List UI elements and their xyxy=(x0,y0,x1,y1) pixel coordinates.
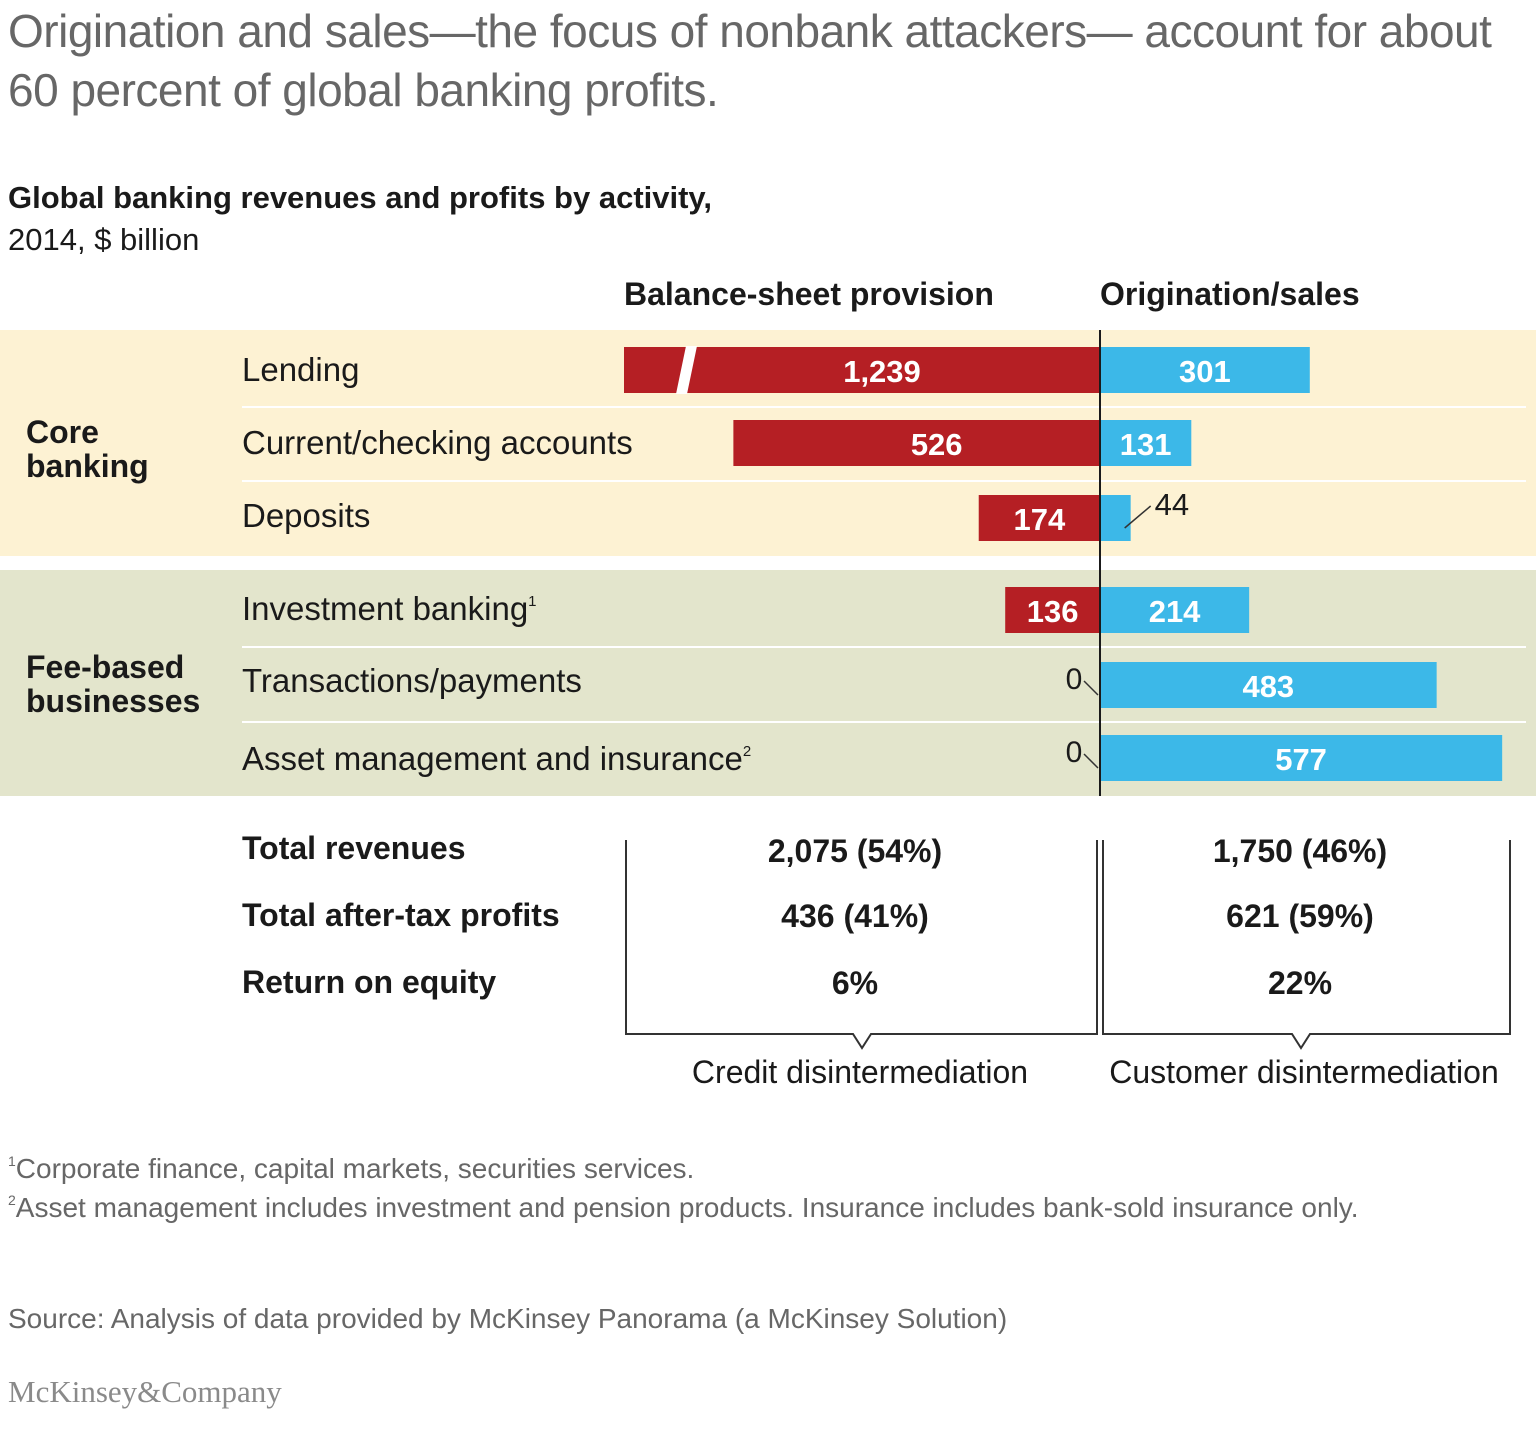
leader-line xyxy=(1083,753,1099,769)
row-divider xyxy=(242,480,1526,482)
row-label-transactions: Transactions/payments xyxy=(242,662,582,699)
bar-origination-asset-management-and-insurance xyxy=(1100,735,1503,781)
group-label-fee-based: Fee-based businesses xyxy=(26,649,201,719)
column-header-balance-sheet: Balance-sheet provision xyxy=(624,276,994,312)
mckinsey-logo: McKinsey&Company xyxy=(8,1374,282,1409)
summary-label-roe: Return on equity xyxy=(242,964,497,1000)
row-label-deposits: Deposits xyxy=(242,497,371,534)
bar-origination-current-checking-accounts xyxy=(1100,420,1192,466)
leader-line xyxy=(1124,505,1152,529)
row-label-asset-management: Asset management and insurance2 xyxy=(242,740,752,777)
label-origination-investment-banking: 214 xyxy=(1149,594,1201,629)
axis-break-mark xyxy=(676,346,697,394)
summary-balance-revenues: 2,075 (54%) xyxy=(767,833,943,869)
label-origination-deposits: 44 xyxy=(1155,487,1189,522)
summary-label-revenues: Total revenues xyxy=(242,830,466,866)
row-divider xyxy=(242,646,1526,648)
customer-disintermediation-label: Customer disintermediation xyxy=(1109,1054,1499,1090)
bar-balance-lending xyxy=(624,347,1100,393)
label-balance-deposits: 174 xyxy=(1013,502,1065,537)
customer-bracket xyxy=(1102,840,1511,1050)
label-origination-lending: 301 xyxy=(1179,354,1231,389)
bar-origination-deposits xyxy=(1100,495,1131,541)
summary-origination-revenues: 1,750 (46%) xyxy=(1212,833,1388,869)
label-origination-asset-management-and-insurance: 577 xyxy=(1275,742,1327,777)
label-balance-current-checking-accounts: 526 xyxy=(911,427,963,462)
bar-balance-current-checking-accounts xyxy=(733,420,1100,466)
label-balance-investment-banking: 136 xyxy=(1027,594,1079,629)
disintermediation-brackets xyxy=(625,840,1511,1050)
label-balance-lending: 1,239 xyxy=(843,354,921,389)
row-label-current-accounts: Current/checking accounts xyxy=(242,424,633,461)
chart-headline: Origination and sales—the focus of nonba… xyxy=(8,5,1492,116)
credit-bracket xyxy=(625,840,1098,1050)
summary-balance-roe: 6% xyxy=(831,965,879,1001)
bar-origination-lending xyxy=(1100,347,1310,393)
row-label-lending: Lending xyxy=(242,351,360,388)
label-balance-transactions-payments: 0 xyxy=(1066,663,1083,696)
source-note: Source: Analysis of data provided by McK… xyxy=(8,1303,1008,1334)
summary-origination-profits: 621 (59%) xyxy=(1226,898,1374,934)
footnote-1: 1Corporate finance, capital markets, sec… xyxy=(8,1153,695,1184)
bar-balance-deposits xyxy=(978,495,1100,541)
label-origination-transactions-payments: 483 xyxy=(1242,669,1294,704)
footnote-2: 2Asset management includes investment an… xyxy=(8,1192,1359,1223)
summary-label-profits: Total after-tax profits xyxy=(242,897,560,933)
label-balance-asset-management-and-insurance: 0 xyxy=(1066,736,1083,769)
bar-origination-transactions-payments xyxy=(1100,662,1437,708)
chart-subtitle: Global banking revenues and profits by a… xyxy=(8,180,712,215)
leader-line xyxy=(1083,680,1099,696)
bar-balance-investment-banking xyxy=(1005,587,1100,633)
chart-units: 2014, $ billion xyxy=(8,222,200,257)
group-label-core-banking: Core banking xyxy=(26,414,149,484)
row-divider xyxy=(242,406,1526,408)
summary-origination-roe: 22% xyxy=(1267,965,1333,1001)
bar-chart: 1,239 301 526 131 174 44 136 214 0 483 0 577 xyxy=(624,330,1503,796)
row-label-investment-banking: Investment banking1 xyxy=(242,590,537,627)
credit-disintermediation-label: Credit disintermediation xyxy=(691,1054,1029,1090)
summary-balance-profits: 436 (41%) xyxy=(781,898,929,934)
label-origination-current-checking-accounts: 131 xyxy=(1120,427,1172,462)
row-divider xyxy=(242,721,1526,723)
bar-origination-investment-banking xyxy=(1100,587,1250,633)
column-header-origination: Origination/sales xyxy=(1100,276,1360,312)
